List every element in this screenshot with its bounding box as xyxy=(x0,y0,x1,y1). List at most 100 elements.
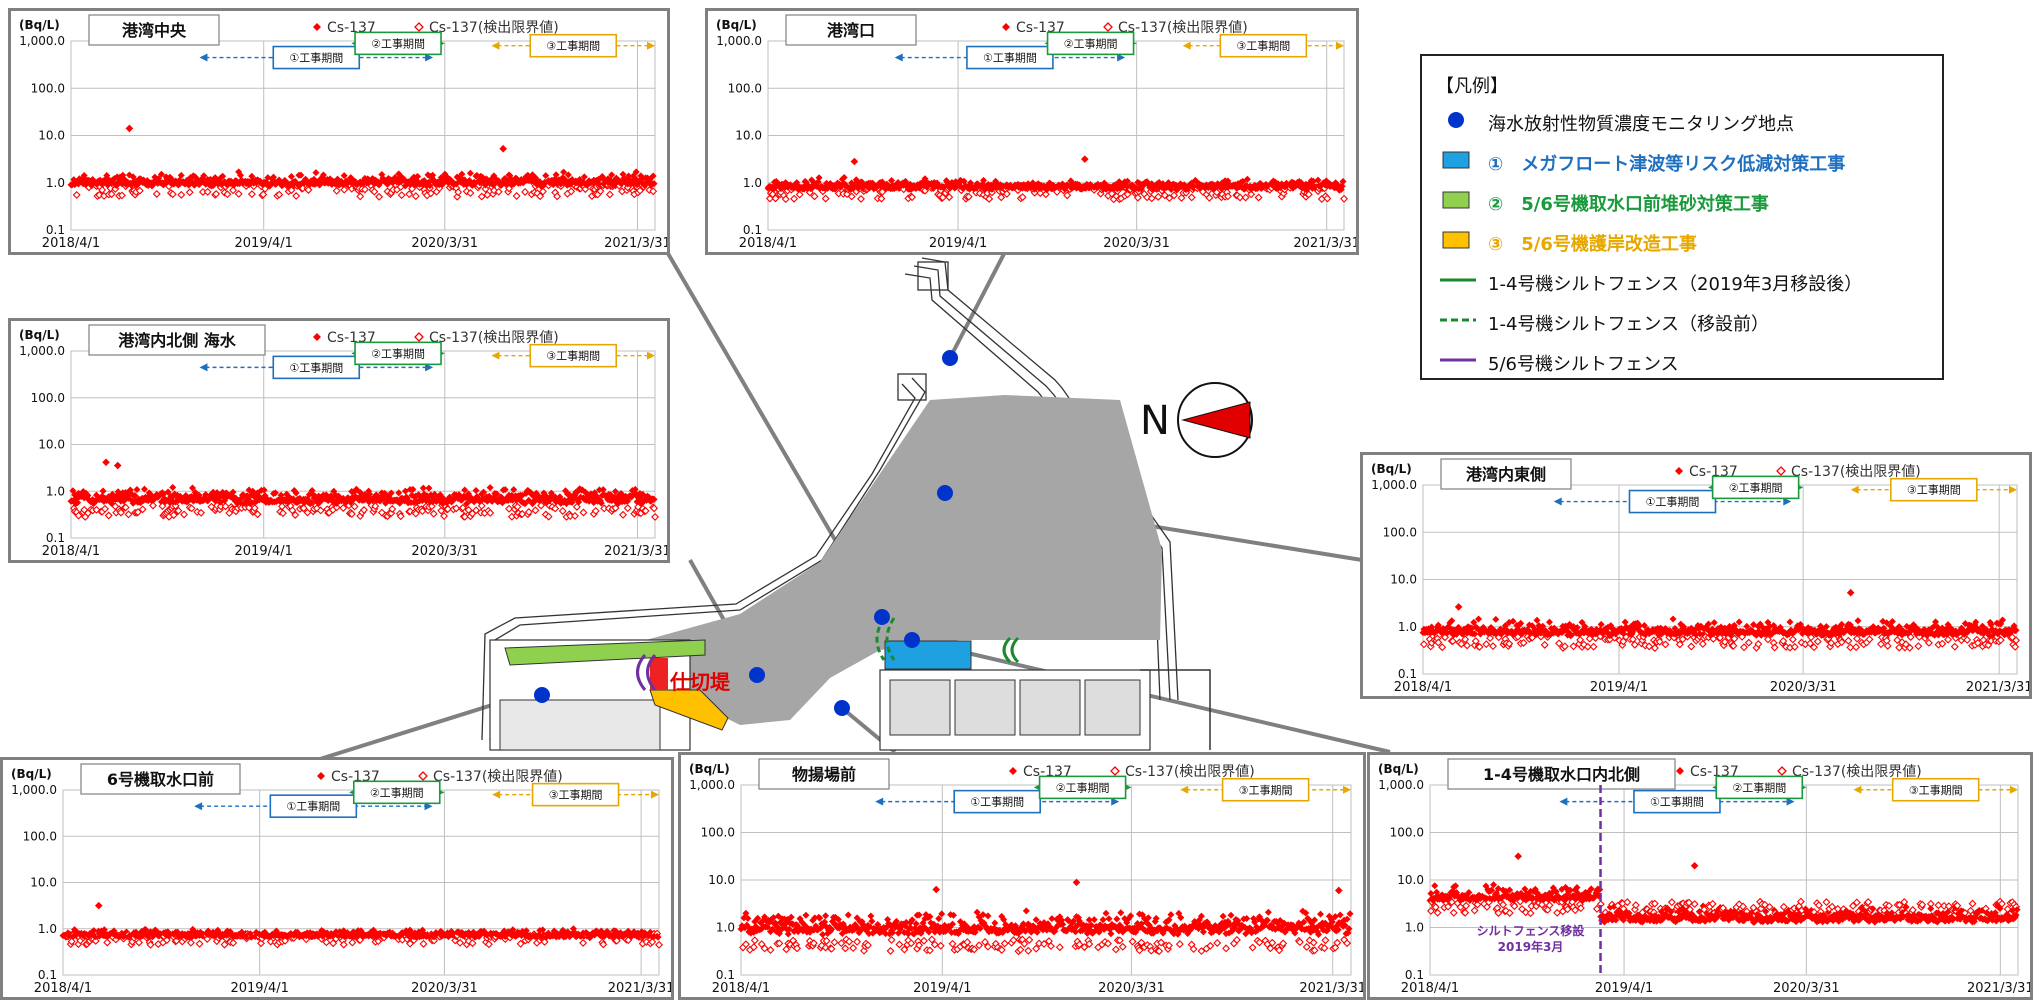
chart-title-box xyxy=(785,14,917,46)
data-point-detection-limit xyxy=(650,504,659,513)
data-point xyxy=(772,927,780,935)
data-point xyxy=(1012,922,1019,930)
data-point xyxy=(1184,929,1192,937)
data-point-detection-limit xyxy=(1024,946,1033,955)
data-point-detection-limit xyxy=(537,501,546,510)
data-point xyxy=(455,491,463,499)
data-points xyxy=(764,155,1349,204)
data-point-detection-limit xyxy=(853,937,862,946)
y-unit-label: (Bq/L) xyxy=(716,18,757,32)
data-point-detection-limit xyxy=(782,945,791,954)
data-point xyxy=(1678,628,1686,636)
data-point xyxy=(419,926,427,934)
period-label: ①工事期間 xyxy=(983,52,1037,65)
data-point-detection-limit xyxy=(468,939,477,948)
data-point xyxy=(972,184,980,192)
data-point xyxy=(164,488,172,496)
data-point xyxy=(409,485,417,493)
data-point-outlier xyxy=(113,461,122,470)
data-point xyxy=(1230,920,1238,928)
data-point xyxy=(914,928,922,936)
data-point xyxy=(349,928,357,936)
data-point xyxy=(984,912,992,920)
data-point-detection-limit xyxy=(1457,639,1466,648)
chart-title-box xyxy=(88,14,220,46)
data-point xyxy=(819,931,827,939)
data-point xyxy=(1470,618,1478,626)
data-point xyxy=(90,927,98,935)
data-point-detection-limit xyxy=(1080,943,1089,952)
data-point-detection-limit xyxy=(1420,640,1428,649)
x-tick-label: 2020/3/31 xyxy=(411,236,478,251)
data-point xyxy=(1578,618,1586,626)
data-point xyxy=(396,499,404,507)
data-point-detection-limit xyxy=(477,501,486,510)
data-point xyxy=(959,184,967,192)
data-point-detection-limit xyxy=(809,939,818,948)
data-point-detection-limit xyxy=(291,511,300,519)
data-point xyxy=(742,909,750,917)
data-point xyxy=(319,932,327,940)
data-point-detection-limit xyxy=(388,505,397,513)
data-point-detection-limit xyxy=(1266,944,1275,953)
data-point xyxy=(252,928,260,936)
data-point-detection-limit xyxy=(221,502,230,511)
data-point xyxy=(2012,626,2020,634)
period-arrowhead xyxy=(1553,497,1562,506)
legend-series-label: Cs-137(検出限界値) xyxy=(1791,464,1921,480)
data-point xyxy=(821,918,829,926)
data-point xyxy=(1099,916,1107,924)
data-point xyxy=(970,923,978,931)
data-point xyxy=(787,913,795,921)
data-point xyxy=(532,489,540,497)
period-arrowhead xyxy=(1111,797,1120,806)
x-tick-label: 2019/4/1 xyxy=(230,981,288,996)
data-point-detection-limit xyxy=(505,504,514,513)
y-tick-label: 1,000.0 xyxy=(11,783,57,797)
data-point xyxy=(840,174,848,182)
data-point xyxy=(297,171,305,179)
data-point xyxy=(960,920,968,928)
data-point xyxy=(1971,621,1979,629)
period-label: ③工事期間 xyxy=(546,350,600,363)
data-point xyxy=(419,484,427,492)
data-point-detection-limit xyxy=(1763,635,1772,644)
data-point-detection-limit xyxy=(1482,640,1491,649)
data-point xyxy=(946,184,954,192)
data-point xyxy=(631,485,639,493)
data-point-detection-limit xyxy=(72,190,81,199)
data-point-detection-limit xyxy=(186,938,195,947)
data-point-detection-limit xyxy=(332,503,341,512)
partition-wall xyxy=(650,658,668,690)
data-point-detection-limit xyxy=(757,940,766,949)
data-point xyxy=(1735,618,1743,626)
connector-line xyxy=(948,249,1008,359)
data-point xyxy=(1934,631,1942,639)
data-point xyxy=(124,494,132,502)
period-arrowhead xyxy=(2009,485,2017,494)
data-point-detection-limit xyxy=(1111,945,1120,954)
data-point-detection-limit xyxy=(1540,640,1549,649)
data-point-detection-limit xyxy=(749,943,758,952)
period-label: ①工事期間 xyxy=(1646,496,1700,509)
data-point-outlier xyxy=(1454,603,1463,611)
data-point xyxy=(604,928,612,936)
data-point-detection-limit xyxy=(370,187,379,196)
data-point xyxy=(129,173,137,181)
data-point xyxy=(1497,625,1505,633)
data-point-detection-limit xyxy=(1844,636,1853,645)
data-point xyxy=(968,925,976,933)
data-point xyxy=(1059,920,1067,928)
data-point-detection-limit xyxy=(1475,642,1484,651)
data-point xyxy=(1124,177,1132,185)
data-point xyxy=(493,490,501,498)
data-point xyxy=(826,179,834,187)
data-point-detection-limit xyxy=(648,937,657,946)
data-point-detection-limit xyxy=(1895,643,1904,652)
data-point xyxy=(1445,623,1453,631)
data-point-detection-limit xyxy=(117,191,126,200)
data-point xyxy=(597,499,605,507)
data-point xyxy=(1468,624,1476,632)
data-point xyxy=(1937,627,1945,635)
